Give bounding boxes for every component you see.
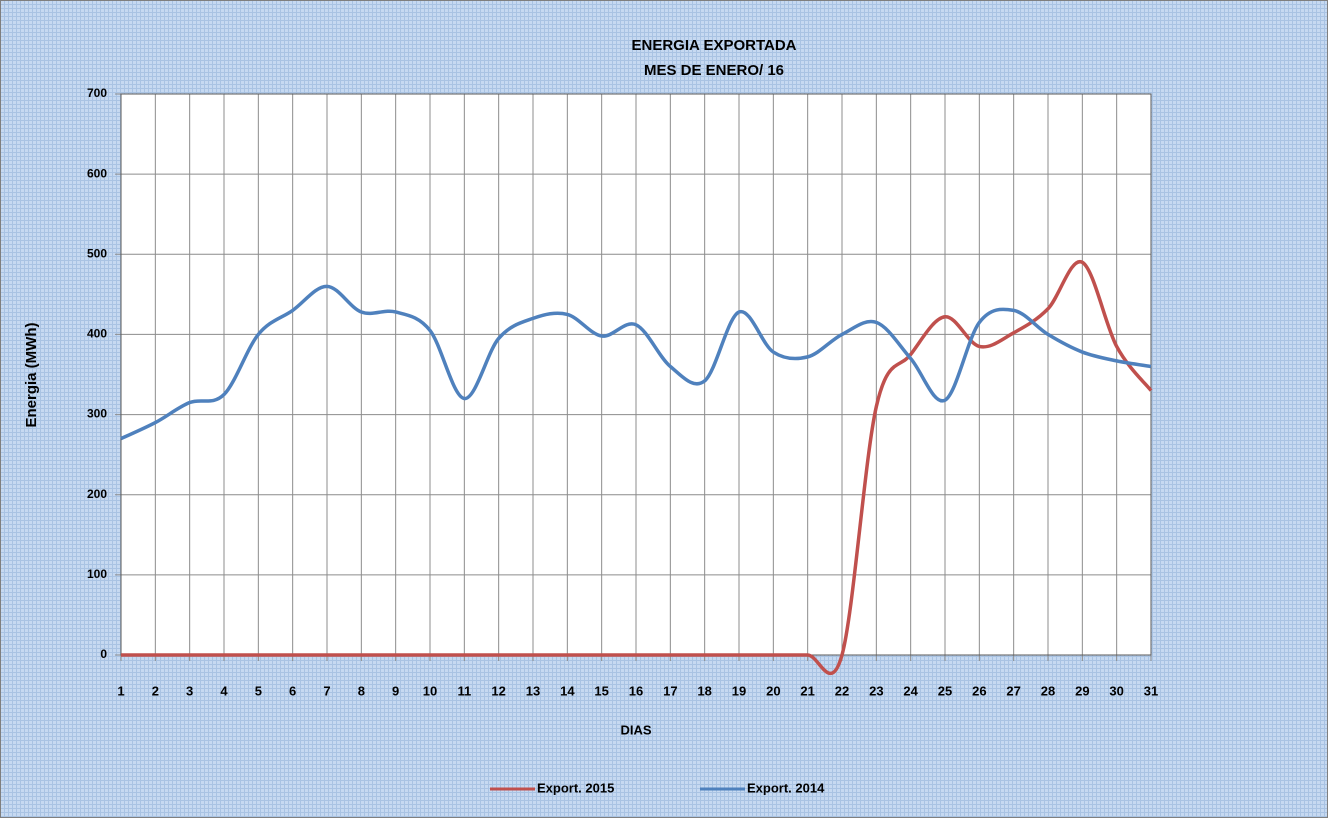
x-tick-label: 30 [1109, 683, 1123, 698]
x-tick-label: 19 [732, 683, 746, 698]
x-tick-label: 24 [903, 683, 918, 698]
x-tick-label: 17 [663, 683, 677, 698]
x-tick-label: 12 [491, 683, 505, 698]
x-tick-label: 14 [560, 683, 575, 698]
x-tick-label: 1 [117, 683, 124, 698]
legend-label: Export. 2015 [537, 780, 614, 795]
x-tick-label: 26 [972, 683, 986, 698]
x-tick-label: 2 [152, 683, 159, 698]
x-tick-label: 20 [766, 683, 780, 698]
x-tick-label: 29 [1075, 683, 1089, 698]
x-tick-label: 7 [323, 683, 330, 698]
x-tick-label: 27 [1006, 683, 1020, 698]
chart-subtitle: MES DE ENERO/ 16 [644, 62, 784, 79]
y-tick-label: 200 [87, 487, 107, 501]
x-tick-label: 23 [869, 683, 883, 698]
x-tick-label: 11 [457, 683, 471, 698]
x-tick-label: 3 [186, 683, 193, 698]
y-tick-label: 400 [87, 327, 107, 341]
x-tick-label: 25 [938, 683, 952, 698]
x-tick-label: 21 [800, 683, 814, 698]
x-tick-label: 10 [423, 683, 437, 698]
x-tick-label: 4 [220, 683, 228, 698]
x-tick-label: 16 [629, 683, 643, 698]
y-axis-label: Energia (MWh) [23, 323, 40, 428]
x-axis-label: DIAS [620, 722, 651, 737]
x-tick-label: 15 [594, 683, 608, 698]
x-tick-label: 31 [1144, 683, 1158, 698]
y-tick-label: 500 [87, 246, 107, 260]
x-tick-label: 6 [289, 683, 296, 698]
x-tick-label: 13 [526, 683, 540, 698]
series-line [120, 284, 1152, 441]
legend-label: Export. 2014 [747, 780, 825, 795]
x-tick-label: 22 [835, 683, 849, 698]
x-tick-label: 28 [1041, 683, 1055, 698]
y-tick-label: 100 [87, 567, 107, 581]
y-tick-label: 0 [100, 647, 107, 661]
y-tick-label: 600 [87, 166, 107, 180]
y-tick-label: 300 [87, 407, 107, 421]
x-tick-label: 8 [358, 683, 365, 698]
series-line [121, 260, 1153, 676]
x-tick-label: 9 [392, 683, 399, 698]
x-tick-label: 5 [255, 683, 262, 698]
chart-title: ENERGIA EXPORTADA [631, 37, 796, 54]
y-tick-label: 700 [87, 86, 107, 100]
x-tick-label: 18 [697, 683, 711, 698]
